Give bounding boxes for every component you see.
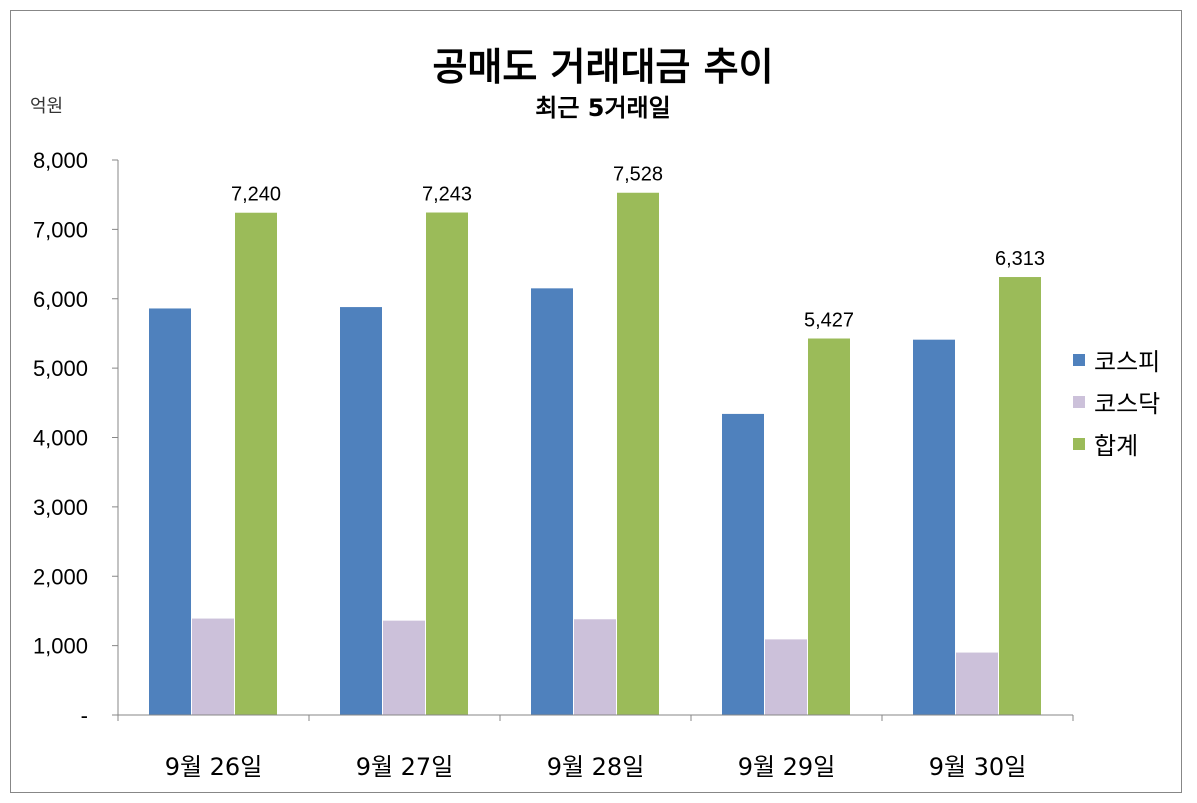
bar xyxy=(531,288,573,715)
legend-swatch xyxy=(1073,396,1085,408)
bar xyxy=(426,212,468,715)
y-tick-label: 1,000 xyxy=(33,634,88,659)
bar xyxy=(617,192,659,715)
legend-label: 코스피 xyxy=(1094,348,1160,376)
bar xyxy=(956,652,998,715)
chart-subtitle: 최근 5거래일 xyxy=(535,94,670,122)
x-tick-label: 9월 29일 xyxy=(738,753,836,781)
bar xyxy=(999,277,1041,715)
bar xyxy=(765,639,807,715)
legend-swatch xyxy=(1073,438,1085,450)
bar xyxy=(383,620,425,715)
y-tick-label: 8,000 xyxy=(33,148,88,173)
chart-title: 공매도 거래대금 추이 xyxy=(432,45,773,89)
data-label: 6,313 xyxy=(995,248,1045,270)
y-tick-label: 2,000 xyxy=(33,564,88,589)
y-tick-label: 5,000 xyxy=(33,356,88,381)
y-axis-ticks: - 1,000 2,000 3,000 4,000 5,000 6,000 7,000 8,00… xyxy=(33,148,118,728)
x-tick-label: 9월 27일 xyxy=(356,753,454,781)
bars xyxy=(149,192,1041,715)
y-tick-label: 4,000 xyxy=(33,426,88,451)
x-tick-label: 9월 28일 xyxy=(547,753,645,781)
bar xyxy=(149,308,191,715)
axes xyxy=(117,160,1074,721)
data-labels: 7,240 7,243 7,528 5,427 6,313 xyxy=(231,164,1045,332)
data-label: 5,427 xyxy=(804,310,854,332)
data-label: 7,240 xyxy=(231,184,281,206)
y-tick-label: 7,000 xyxy=(33,217,88,242)
legend-label: 합계 xyxy=(1094,432,1138,460)
y-tick-label: 6,000 xyxy=(33,287,88,312)
x-tick-label: 9월 26일 xyxy=(165,753,263,781)
y-unit-label: 억원 xyxy=(30,96,63,117)
bar xyxy=(574,619,616,715)
bar xyxy=(722,413,764,715)
bar xyxy=(192,618,234,715)
bar xyxy=(340,307,382,715)
y-tick-label: - xyxy=(81,703,88,728)
y-tick-label: 3,000 xyxy=(33,495,88,520)
x-axis-labels: 9월 26일 9월 27일 9월 28일 9월 29일 9월 30일 xyxy=(165,753,1027,781)
data-label: 7,528 xyxy=(613,164,663,186)
x-tick-label: 9월 30일 xyxy=(929,753,1027,781)
bar xyxy=(808,338,850,715)
legend-label: 코스닥 xyxy=(1094,390,1160,418)
legend-swatch xyxy=(1073,354,1085,366)
bar xyxy=(235,212,277,715)
bar xyxy=(913,339,955,715)
data-label: 7,243 xyxy=(422,184,472,206)
